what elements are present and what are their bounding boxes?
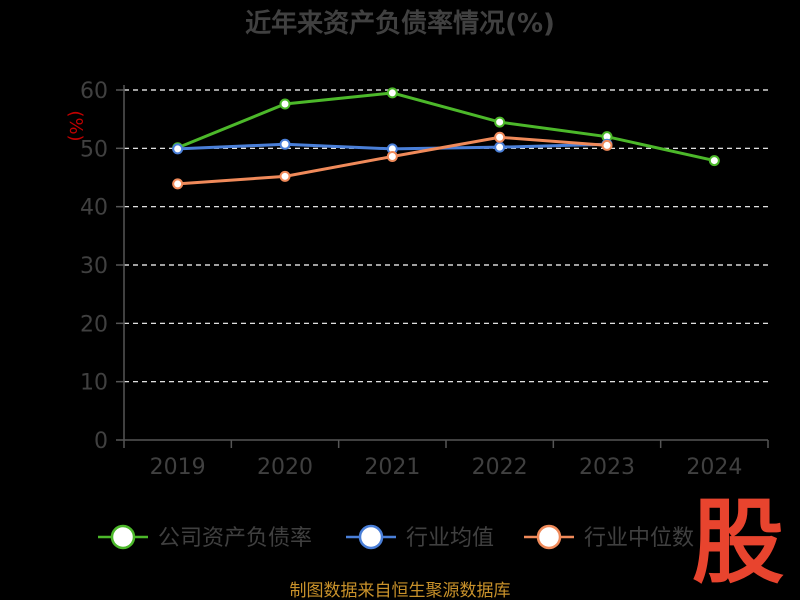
data-point <box>494 131 506 143</box>
chart-title: 近年来资产负债率情况(%) <box>245 8 555 39</box>
axes <box>116 85 769 448</box>
y-tick-label: 50 <box>80 137 108 162</box>
x-tick-label: 2022 <box>472 455 528 480</box>
x-tick-label: 2024 <box>686 455 742 480</box>
legend-label: 公司资产负债率 <box>158 526 312 551</box>
x-tick-label: 2019 <box>150 455 206 480</box>
tick-labels: 0 10 20 30 40 50 60 2019 2020 2021 2022 2023 2024 <box>80 79 742 480</box>
y-tick-label: 10 <box>80 371 108 396</box>
y-tick-label: 40 <box>80 196 108 221</box>
y-tick-label: 30 <box>80 254 108 279</box>
watermark-logo: 股 <box>692 489 784 596</box>
data-point <box>279 98 291 110</box>
data-point <box>172 178 184 190</box>
legend-marker <box>358 524 384 550</box>
series-line-0 <box>177 91 715 163</box>
data-point <box>494 141 506 153</box>
x-tick-label: 2020 <box>257 455 313 480</box>
data-point <box>279 138 291 150</box>
data-point <box>279 170 291 182</box>
legend: 公司资产负债率 行业均值 行业中位数 <box>98 524 694 551</box>
x-tick-label: 2023 <box>579 455 635 480</box>
data-point <box>601 139 613 151</box>
y-tick-label: 60 <box>80 79 108 104</box>
y-axis-label: (%) <box>65 110 86 141</box>
y-tick-label: 0 <box>94 429 108 454</box>
x-tick-label: 2021 <box>364 455 420 480</box>
data-point <box>494 116 506 128</box>
y-tick-label: 20 <box>80 312 108 337</box>
data-point <box>386 151 398 162</box>
legend-marker <box>110 524 136 550</box>
grid-lines <box>124 89 768 383</box>
data-point <box>708 155 720 167</box>
legend-label: 行业中位数 <box>584 526 694 551</box>
source-note: 制图数据来自恒生聚源数据库 <box>290 581 511 600</box>
data-point <box>386 87 398 99</box>
legend-marker <box>536 524 562 550</box>
data-point <box>172 143 184 155</box>
series-lines <box>172 87 720 190</box>
legend-label: 行业均值 <box>406 526 494 551</box>
